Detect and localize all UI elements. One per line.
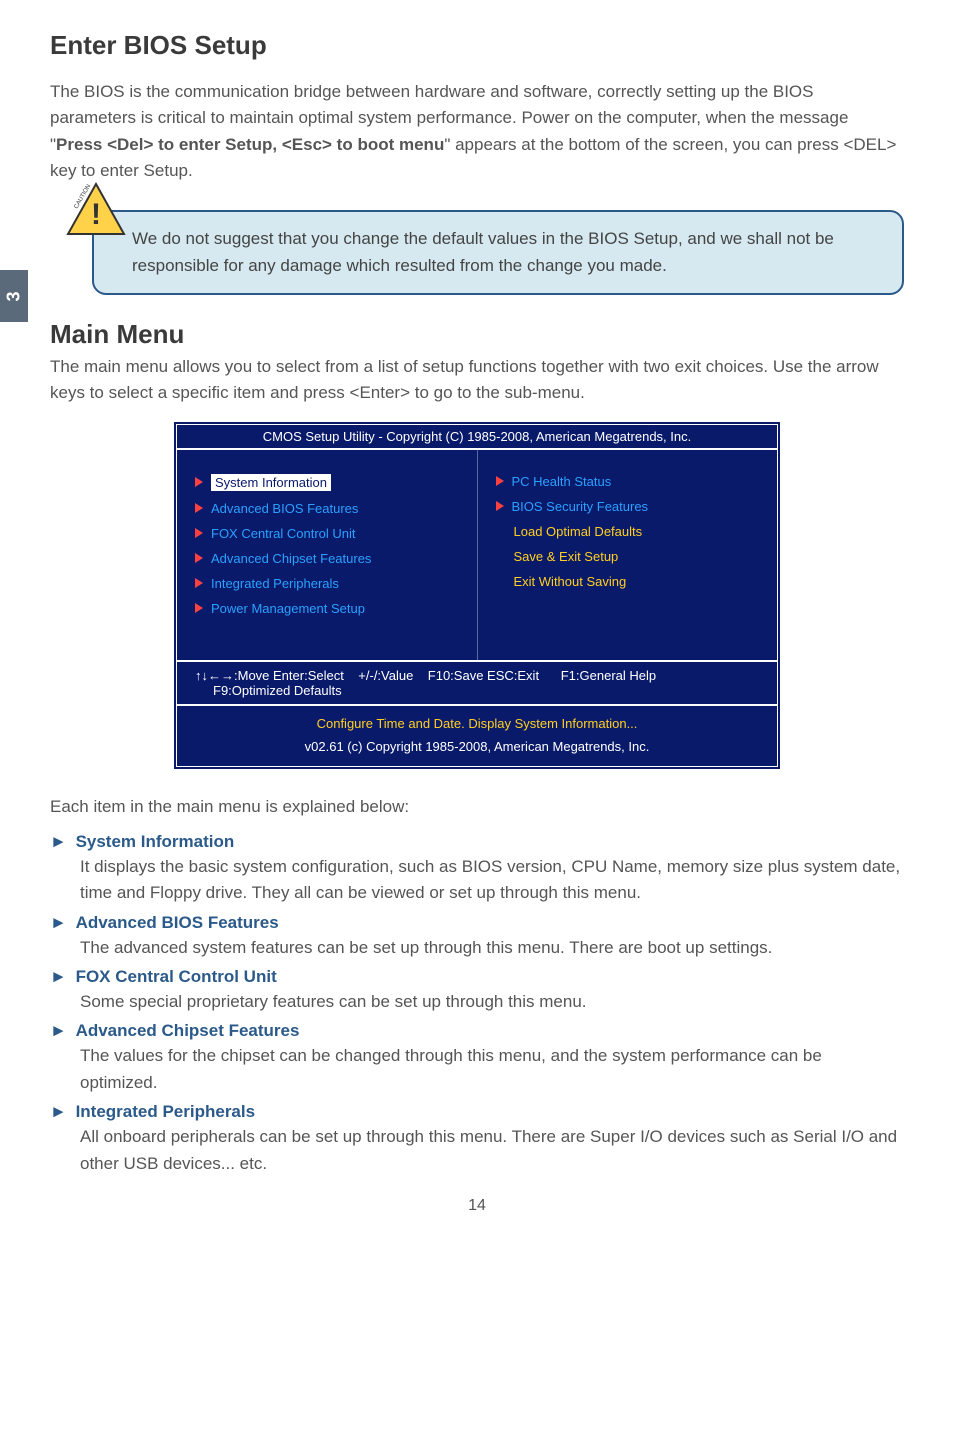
bios-item-label: BIOS Security Features bbox=[512, 499, 649, 514]
main-menu-title: Main Menu bbox=[50, 319, 904, 350]
arrow-icon bbox=[496, 476, 504, 486]
keys-help: F1:General Help bbox=[561, 668, 656, 683]
item-title: Integrated Peripherals bbox=[76, 1102, 256, 1121]
caution-block: ! CAUTION We do not suggest that you cha… bbox=[72, 210, 904, 295]
arrow-icon: ► bbox=[50, 967, 67, 986]
bios-menu-item: Exit Without Saving bbox=[496, 574, 760, 589]
arrow-icon: ► bbox=[50, 1102, 67, 1121]
bios-menu-item: System Information bbox=[195, 474, 459, 491]
chapter-tab: 3 bbox=[0, 270, 28, 322]
bios-key-row: ↑↓←→:Move Enter:Select +/-/:Value F10:Sa… bbox=[177, 662, 777, 706]
bios-menu-item: Save & Exit Setup bbox=[496, 549, 760, 564]
bios-item-label: PC Health Status bbox=[512, 474, 612, 489]
bios-body: System Information Advanced BIOS Features… bbox=[177, 450, 777, 662]
arrow-icon bbox=[195, 603, 203, 613]
intro-bold: Press <Del> to enter Setup, <Esc> to boo… bbox=[56, 135, 444, 154]
bios-menu-item: BIOS Security Features bbox=[496, 499, 760, 514]
arrow-icon: ► bbox=[50, 832, 67, 851]
page-number: 14 bbox=[50, 1197, 904, 1215]
bios-left-column: System Information Advanced BIOS Features… bbox=[177, 450, 478, 660]
bios-screenshot: CMOS Setup Utility - Copyright (C) 1985-… bbox=[173, 421, 781, 770]
bios-menu-item: PC Health Status bbox=[496, 474, 760, 489]
bios-footer-1: Configure Time and Date. Display System … bbox=[177, 706, 777, 735]
item-heading: ► Advanced BIOS Features bbox=[50, 913, 904, 933]
bios-item-label: Power Management Setup bbox=[211, 601, 365, 616]
bios-item-label: Load Optimal Defaults bbox=[514, 524, 643, 539]
bios-header: CMOS Setup Utility - Copyright (C) 1985-… bbox=[177, 425, 777, 450]
item-desc: All onboard peripherals can be set up th… bbox=[80, 1124, 904, 1177]
keys-save: F10:Save ESC:Exit bbox=[428, 668, 539, 683]
item-title: Advanced BIOS Features bbox=[76, 913, 279, 932]
explain-intro: Each item in the main menu is explained … bbox=[50, 794, 904, 820]
arrow-icon bbox=[195, 477, 203, 487]
item-desc: The values for the chipset can be change… bbox=[80, 1043, 904, 1096]
keys-defaults: F9:Optimized Defaults bbox=[195, 683, 342, 698]
item-heading: ► FOX Central Control Unit bbox=[50, 967, 904, 987]
item-title: System Information bbox=[76, 832, 235, 851]
item-heading: ► System Information bbox=[50, 832, 904, 852]
bios-footer-2: v02.61 (c) Copyright 1985-2008, American… bbox=[177, 735, 777, 766]
bios-menu-item: Advanced BIOS Features bbox=[195, 501, 459, 516]
bios-menu-item: Integrated Peripherals bbox=[195, 576, 459, 591]
bios-menu-item: Advanced Chipset Features bbox=[195, 551, 459, 566]
bios-item-label: Save & Exit Setup bbox=[514, 549, 619, 564]
item-heading: ► Advanced Chipset Features bbox=[50, 1021, 904, 1041]
arrow-icon bbox=[195, 553, 203, 563]
keys-move: ↑↓←→:Move Enter:Select bbox=[195, 668, 344, 683]
arrow-icon bbox=[496, 501, 504, 511]
caution-icon: ! CAUTION bbox=[66, 182, 126, 242]
arrow-icon bbox=[195, 528, 203, 538]
bios-menu-item: FOX Central Control Unit bbox=[195, 526, 459, 541]
item-desc: It displays the basic system configurati… bbox=[80, 854, 904, 907]
enter-bios-title: Enter BIOS Setup bbox=[50, 30, 904, 61]
keys-value: +/-/:Value bbox=[358, 668, 413, 683]
bios-item-label: Advanced BIOS Features bbox=[211, 501, 358, 516]
caution-text: We do not suggest that you change the de… bbox=[92, 210, 904, 295]
item-heading: ► Integrated Peripherals bbox=[50, 1102, 904, 1122]
bios-item-label: Integrated Peripherals bbox=[211, 576, 339, 591]
bios-keys-left: ↑↓←→:Move Enter:Select +/-/:Value F10:Sa… bbox=[195, 668, 656, 698]
items-list: ► System InformationIt displays the basi… bbox=[50, 832, 904, 1177]
bios-menu-item: Load Optimal Defaults bbox=[496, 524, 760, 539]
item-desc: Some special proprietary features can be… bbox=[80, 989, 904, 1015]
item-desc: The advanced system features can be set … bbox=[80, 935, 904, 961]
main-menu-intro: The main menu allows you to select from … bbox=[50, 354, 904, 407]
chapter-number: 3 bbox=[3, 291, 24, 301]
enter-bios-intro: The BIOS is the communication bridge bet… bbox=[50, 79, 904, 184]
bios-item-label: FOX Central Control Unit bbox=[211, 526, 356, 541]
bios-menu-item: Power Management Setup bbox=[195, 601, 459, 616]
arrow-icon bbox=[195, 503, 203, 513]
item-title: FOX Central Control Unit bbox=[76, 967, 277, 986]
page-content: Enter BIOS Setup The BIOS is the communi… bbox=[0, 0, 954, 1245]
bios-item-label: Advanced Chipset Features bbox=[211, 551, 371, 566]
arrow-icon bbox=[195, 578, 203, 588]
item-title: Advanced Chipset Features bbox=[76, 1021, 300, 1040]
bios-item-label: Exit Without Saving bbox=[514, 574, 627, 589]
arrow-icon: ► bbox=[50, 913, 67, 932]
bios-right-column: PC Health Status BIOS Security Features Lo… bbox=[478, 450, 778, 660]
svg-text:!: ! bbox=[91, 198, 101, 231]
arrow-icon: ► bbox=[50, 1021, 67, 1040]
bios-item-label: System Information bbox=[211, 474, 331, 491]
